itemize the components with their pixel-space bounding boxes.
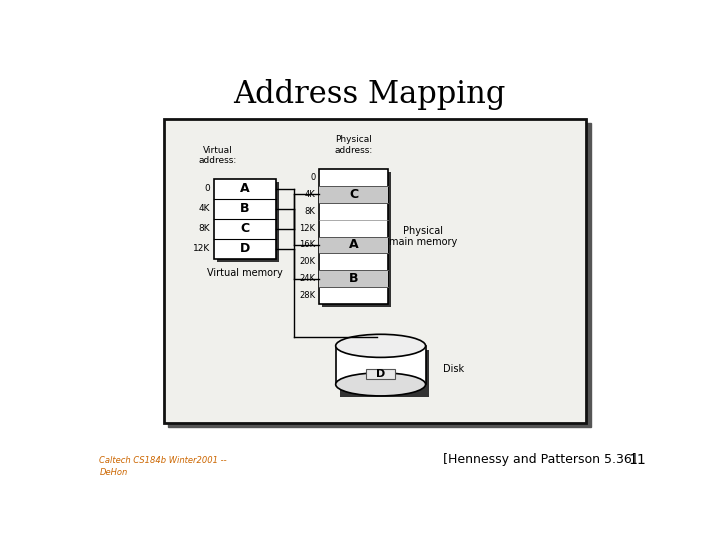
Text: A: A [348, 239, 359, 252]
Text: 4K: 4K [199, 204, 210, 213]
Text: 8K: 8K [305, 207, 315, 215]
Text: 11: 11 [629, 453, 646, 467]
Ellipse shape [336, 373, 426, 396]
Bar [336, 346, 426, 384]
Text: B: B [348, 272, 359, 285]
Text: 20K: 20K [300, 258, 315, 266]
Bar [319, 168, 388, 304]
Text: B: B [240, 202, 250, 215]
Text: [Hennessy and Patterson 5.36]: [Hennessy and Patterson 5.36] [443, 453, 636, 467]
Bar [214, 179, 276, 259]
Bar [340, 350, 429, 397]
Bar [168, 123, 590, 428]
Text: Virtual
address:: Virtual address: [199, 145, 237, 165]
Bar [319, 237, 388, 253]
Text: 4K: 4K [305, 190, 315, 199]
Bar [163, 119, 586, 423]
Text: Address Mapping: Address Mapping [233, 78, 505, 110]
Text: Virtual memory: Virtual memory [207, 268, 283, 278]
Text: D: D [376, 369, 385, 379]
Ellipse shape [336, 334, 426, 357]
Text: Disk: Disk [443, 364, 464, 374]
Text: 24K: 24K [300, 274, 315, 284]
Text: 16K: 16K [300, 240, 315, 249]
Bar [319, 186, 388, 202]
Text: Physical
address:: Physical address: [334, 136, 373, 155]
Text: 0: 0 [310, 173, 315, 182]
Text: Physical
main memory: Physical main memory [389, 226, 457, 247]
Text: C: C [240, 222, 250, 235]
Text: Caltech CS184b Winter2001 --
DeHon: Caltech CS184b Winter2001 -- DeHon [99, 456, 227, 477]
Text: 12K: 12K [193, 244, 210, 253]
Text: 12K: 12K [300, 224, 315, 233]
Bar [217, 182, 279, 262]
Bar [322, 172, 392, 307]
Bar [366, 369, 395, 379]
Text: C: C [349, 188, 358, 201]
Bar [319, 271, 388, 287]
Text: 0: 0 [204, 184, 210, 193]
Text: A: A [240, 183, 250, 195]
Text: 8K: 8K [199, 224, 210, 233]
Text: D: D [240, 242, 250, 255]
Text: 28K: 28K [300, 291, 315, 300]
